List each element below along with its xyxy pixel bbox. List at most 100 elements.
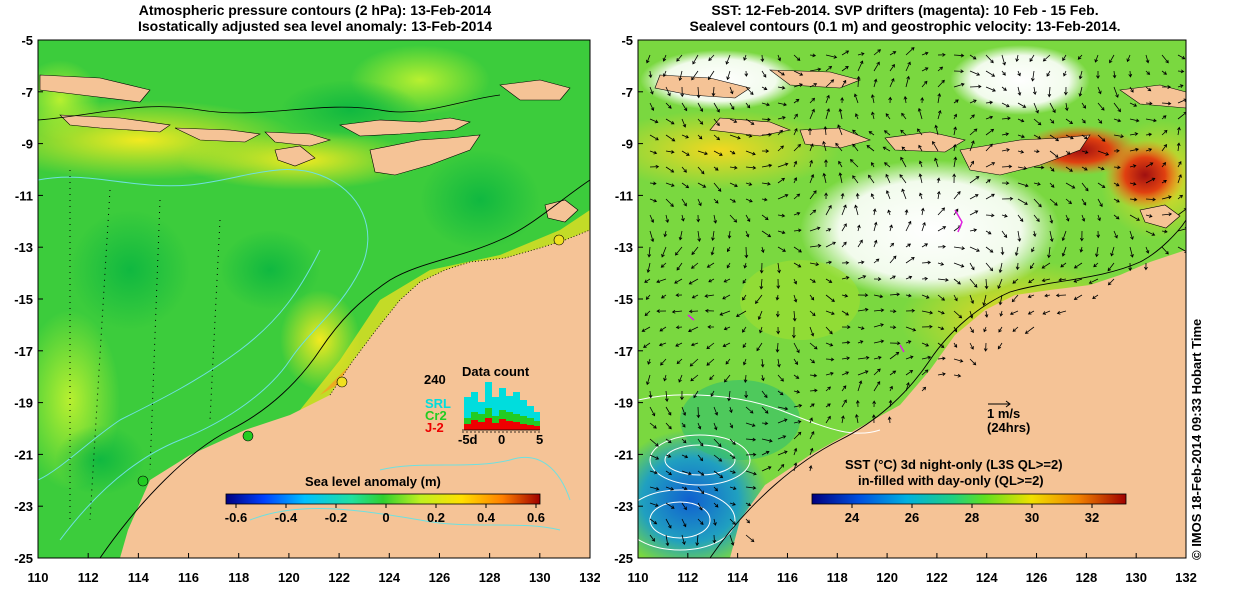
velocity-arrow (793, 447, 798, 456)
velocity-arrow (1177, 161, 1182, 168)
velocity-arrow (775, 294, 780, 301)
velocity-arrow (905, 61, 911, 72)
velocity-arrow (745, 86, 754, 96)
velocity-arrow (919, 192, 923, 200)
velocity-arrow (969, 176, 980, 184)
velocity-arrow (693, 390, 699, 399)
velocity-arrow (681, 198, 687, 207)
velocity-arrow (697, 118, 704, 125)
velocity-arrow (674, 278, 683, 284)
velocity-arrow (691, 246, 699, 256)
velocity-arrow (825, 204, 832, 216)
velocity-arrow (697, 166, 705, 175)
y-tick-label: -11 (15, 188, 33, 203)
velocity-arrow (761, 214, 769, 221)
velocity-arrow (649, 422, 657, 429)
velocity-arrow (1001, 116, 1011, 121)
velocity-arrow (681, 470, 692, 476)
velocity-arrow (761, 466, 772, 472)
velocity-arrow (709, 374, 715, 381)
velocity-arrow (885, 173, 891, 184)
velocity-arrow (868, 174, 875, 184)
velocity-arrow (1041, 262, 1051, 269)
velocity-arrow (809, 67, 822, 72)
velocity-arrow (852, 175, 859, 184)
velocity-arrow (690, 374, 699, 382)
velocity-arrow (649, 486, 660, 491)
velocity-arrow (1077, 54, 1083, 60)
y-tick-label: -7 (21, 85, 33, 100)
velocity-arrow (725, 358, 731, 365)
velocity-arrow (1041, 278, 1051, 283)
velocity-arrow (870, 94, 875, 104)
velocity-arrow (696, 406, 701, 419)
velocity-arrow (1177, 84, 1184, 88)
velocity-arrow (889, 77, 895, 88)
velocity-arrow (713, 166, 719, 171)
velocity-arrow (1079, 246, 1084, 253)
velocity-arrow (760, 358, 765, 368)
velocity-arrow (777, 102, 787, 107)
velocity-arrow (676, 358, 683, 365)
velocity-arrow (873, 323, 884, 328)
colorbar-tick-label: 0.4 (477, 510, 496, 525)
velocity-arrow (777, 145, 784, 152)
velocity-arrow (809, 373, 818, 378)
velocity-arrow (761, 181, 771, 186)
velocity-arrow (1129, 132, 1139, 136)
velocity-arrow (825, 228, 832, 232)
velocity-arrow (1145, 70, 1151, 75)
velocity-arrow (1061, 230, 1067, 242)
x-tick-label: 118 (827, 570, 848, 585)
velocity-arrow (1144, 262, 1148, 271)
velocity-arrow (969, 99, 977, 104)
sea-level-colorbar-label: Sea level anomaly (m) (305, 474, 441, 489)
velocity-arrow (713, 118, 720, 127)
velocity-arrow (841, 204, 847, 216)
velocity-arrow (937, 278, 949, 282)
velocity-arrow (825, 342, 834, 347)
velocity-arrow (889, 325, 897, 330)
velocity-arrow (745, 214, 751, 223)
velocity-arrow (777, 177, 786, 184)
velocity-arrow (676, 262, 683, 271)
velocity-arrow (918, 160, 923, 168)
velocity-arrow (1033, 149, 1040, 154)
velocity-arrow (1145, 132, 1153, 137)
velocity-arrow (985, 70, 996, 77)
velocity-arrow (969, 262, 975, 271)
y-tick-label: -15 (614, 292, 633, 307)
velocity-arrow (921, 369, 929, 376)
velocity-arrow (743, 262, 748, 269)
y-tick-label: -9 (21, 137, 33, 152)
velocity-arrow (905, 382, 910, 392)
velocity-arrow (665, 182, 675, 187)
velocity-arrow (841, 241, 847, 248)
velocity-arrow (713, 454, 723, 462)
velocity-arrow (824, 159, 828, 167)
velocity-arrow (1161, 70, 1168, 75)
imos-credit: © IMOS 18-Feb-2014 09:33 Hobart Time (1189, 318, 1204, 560)
velocity-arrow (953, 326, 958, 333)
velocity-arrow (822, 140, 827, 152)
velocity-arrow (857, 380, 863, 392)
velocity-arrow (697, 438, 704, 447)
velocity-arrow (1001, 132, 1010, 136)
sea-level-colorbar: Sea level anomaly (m) -0.6 -0.4 -0.2 0 0.2 0.… (225, 474, 545, 525)
velocity-arrow (937, 79, 945, 88)
velocity-arrow (1061, 246, 1067, 257)
velocity-arrow (936, 190, 941, 200)
x-tick-label: 114 (727, 570, 749, 585)
velocity-arrow (706, 262, 715, 268)
velocity-arrow (809, 97, 816, 104)
y-tick-label: -25 (614, 551, 633, 566)
velocity-arrow (889, 242, 895, 248)
velocity-arrow (649, 518, 658, 525)
velocity-arrow (921, 51, 929, 56)
velocity-arrow (969, 140, 975, 152)
velocity-arrow (1001, 70, 1006, 76)
velocity-arrow (937, 93, 942, 104)
velocity-arrow (793, 127, 798, 136)
velocity-arrow (713, 502, 719, 508)
velocity-arrow (1145, 197, 1156, 202)
